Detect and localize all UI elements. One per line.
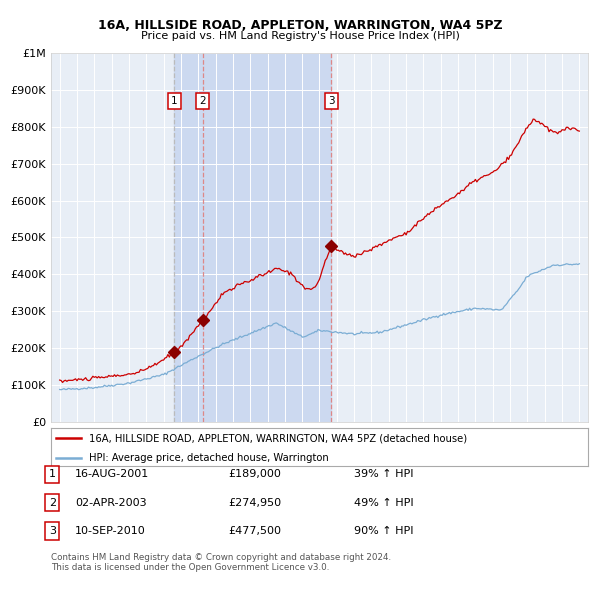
Text: 3: 3: [49, 526, 56, 536]
Text: £189,000: £189,000: [228, 470, 281, 479]
Text: 49% ↑ HPI: 49% ↑ HPI: [354, 498, 413, 507]
Text: 2: 2: [199, 96, 206, 106]
Text: This data is licensed under the Open Government Licence v3.0.: This data is licensed under the Open Gov…: [51, 563, 329, 572]
Text: 3: 3: [328, 96, 335, 106]
Text: 02-APR-2003: 02-APR-2003: [75, 498, 146, 507]
Text: 90% ↑ HPI: 90% ↑ HPI: [354, 526, 413, 536]
Text: 16-AUG-2001: 16-AUG-2001: [75, 470, 149, 479]
Text: Contains HM Land Registry data © Crown copyright and database right 2024.: Contains HM Land Registry data © Crown c…: [51, 553, 391, 562]
Text: 39% ↑ HPI: 39% ↑ HPI: [354, 470, 413, 479]
Text: £274,950: £274,950: [228, 498, 281, 507]
Text: 10-SEP-2010: 10-SEP-2010: [75, 526, 146, 536]
Text: 1: 1: [171, 96, 178, 106]
Text: Price paid vs. HM Land Registry's House Price Index (HPI): Price paid vs. HM Land Registry's House …: [140, 31, 460, 41]
Text: 1: 1: [49, 470, 56, 479]
Text: 16A, HILLSIDE ROAD, APPLETON, WARRINGTON, WA4 5PZ (detached house): 16A, HILLSIDE ROAD, APPLETON, WARRINGTON…: [89, 434, 467, 444]
Text: 2: 2: [49, 498, 56, 507]
Text: £477,500: £477,500: [228, 526, 281, 536]
Bar: [174, 53, 331, 422]
Text: HPI: Average price, detached house, Warrington: HPI: Average price, detached house, Warr…: [89, 453, 328, 463]
Text: 16A, HILLSIDE ROAD, APPLETON, WARRINGTON, WA4 5PZ: 16A, HILLSIDE ROAD, APPLETON, WARRINGTON…: [98, 19, 502, 32]
